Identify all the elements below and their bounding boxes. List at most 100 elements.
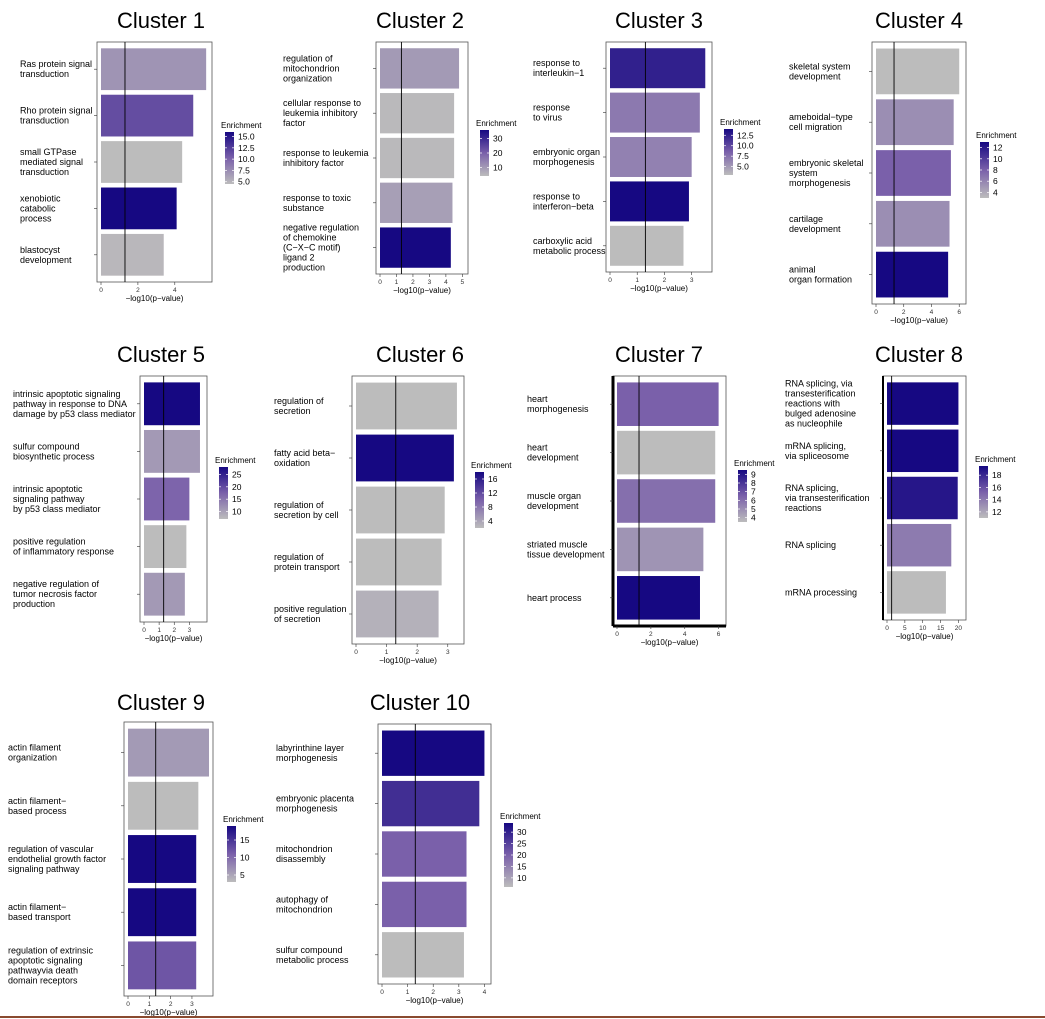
bar-2 [101, 94, 194, 137]
category-label-5: mRNA processing [785, 587, 857, 597]
x-tick-label: 15 [937, 625, 945, 632]
category-label-line: of inflammatory response [13, 547, 114, 557]
legend-tick-label: 7.5 [238, 165, 250, 175]
category-label-line: protein transport [274, 562, 340, 572]
category-label-line: positive regulation [13, 537, 86, 547]
category-label-line: development [527, 501, 579, 511]
category-label-line: response [533, 103, 570, 113]
category-label-4: regulation of protein transport [274, 552, 340, 572]
category-label-5: animal organ formation [789, 265, 852, 285]
category-label-line: production [13, 599, 55, 609]
x-tick-label: 0 [615, 631, 619, 638]
category-label-4: RNA splicing [785, 540, 836, 550]
bar-5 [617, 576, 700, 620]
legend-colorbar [227, 826, 236, 882]
bar-2 [380, 93, 455, 134]
bar-3 [144, 477, 190, 521]
legend-tick-label: 5 [751, 504, 756, 514]
x-tick-label: 5 [461, 279, 465, 286]
category-label-3: response to leukemia inhibitory factor [283, 148, 369, 168]
bar-3 [610, 137, 692, 177]
legend-colorbar [219, 467, 228, 519]
legend-title: Enrichment [500, 812, 541, 821]
x-tick-label: 1 [406, 989, 410, 996]
bar-1 [617, 382, 719, 426]
x-tick-label: 6 [717, 631, 721, 638]
category-label-line: transduction [20, 167, 69, 177]
legend-title: Enrichment [976, 131, 1017, 140]
category-label-line: (C−X−C motif) [283, 243, 341, 253]
category-label-2: mRNA splicing, via spliceosome [785, 441, 849, 461]
x-axis-label: −log10(p−value) [896, 632, 954, 641]
x-axis-label: −log10(p−value) [393, 286, 451, 295]
category-label-4: cartilage development [789, 214, 841, 234]
legend-tick-label: 8 [993, 165, 998, 175]
x-tick-label: 2 [136, 287, 140, 294]
bar-1 [876, 48, 960, 95]
x-tick-label: 2 [169, 1001, 173, 1008]
bar-1 [128, 728, 209, 777]
legend-title: Enrichment [734, 459, 775, 468]
legend-title: Enrichment [471, 461, 512, 470]
legend-tick-label: 7 [751, 487, 756, 497]
category-label-line: sulfur compound [276, 945, 343, 955]
category-label-line: transesterification [785, 389, 856, 399]
cluster-panel-10: Cluster 10 labyrinthine layer morphogenesi… [276, 690, 541, 1005]
legend-tick-label: 4 [488, 516, 493, 526]
category-label-1: regulation of mitochondrion organization [283, 53, 340, 83]
legend-tick-label: 10 [493, 162, 503, 172]
x-tick-label: 0 [378, 279, 382, 286]
chart-title: Cluster 7 [615, 342, 703, 367]
bar-2 [617, 430, 716, 475]
chart-title: Cluster 8 [875, 342, 963, 367]
bar-2 [876, 99, 954, 146]
chart-title: Cluster 10 [370, 690, 470, 715]
x-axis-label: −log10(p−value) [126, 294, 184, 303]
bar-3 [382, 831, 467, 877]
category-label-4: autophagy of mitochondrion [276, 894, 333, 914]
category-label-line: interferon−beta [533, 201, 594, 211]
legend-tick-label: 12.5 [737, 130, 754, 140]
category-label-line: via transesterification [785, 493, 870, 503]
x-tick-label: 0 [874, 309, 878, 316]
legend-tick-label: 8 [751, 478, 756, 488]
category-label-line: domain receptors [8, 975, 78, 985]
category-label-line: of secretion [274, 614, 321, 624]
category-label-line: of chemokine [283, 233, 337, 243]
category-label-line: based transport [8, 912, 71, 922]
category-label-line: intrinsic apoptotic signaling [13, 389, 121, 399]
category-label-line: response to toxic [283, 193, 352, 203]
legend-tick-label: 10 [993, 154, 1003, 164]
category-label-line: signaling pathway [13, 494, 85, 504]
legend-colorbar [738, 470, 747, 522]
legend-colorbar [980, 142, 989, 198]
category-label-line: regulation of vascular [8, 844, 94, 854]
legend-tick-label: 12 [488, 488, 498, 498]
category-label-5: negative regulation of chemokine (C−X−C mo… [283, 223, 359, 273]
bar-5 [887, 571, 946, 614]
x-axis-label: −log10(p−value) [145, 634, 203, 643]
category-label-4: positive regulation of inflammatory respo… [13, 537, 114, 557]
cluster-panel-2: Cluster 2 regulation of mitochondrion organ… [283, 8, 517, 295]
legend-colorbar [480, 130, 489, 176]
category-label-line: catabolic [20, 203, 56, 213]
bottom-divider [0, 1016, 1045, 1018]
bar-3 [876, 150, 951, 196]
category-label-line: system [789, 168, 818, 178]
category-label-line: xenobiotic [20, 193, 61, 203]
category-label-1: labyrinthine layer morphogenesis [276, 743, 344, 763]
category-label-3: embryonic organ morphogenesis [533, 147, 600, 167]
category-label-3: regulation of secretion by cell [274, 500, 339, 520]
category-label-4: striated muscle tissue development [527, 539, 605, 559]
bar-1 [380, 48, 460, 89]
category-label-line: intrinsic apoptotic [13, 484, 83, 494]
x-axis-label: −log10(p−value) [641, 638, 699, 647]
x-tick-label: 2 [902, 309, 906, 316]
legend-tick-label: 6 [993, 176, 998, 186]
category-label-2: actin filament− based process [8, 796, 67, 816]
bar-2 [610, 92, 700, 133]
category-label-2: cellular response to leukemia inhibitory f… [283, 98, 361, 128]
